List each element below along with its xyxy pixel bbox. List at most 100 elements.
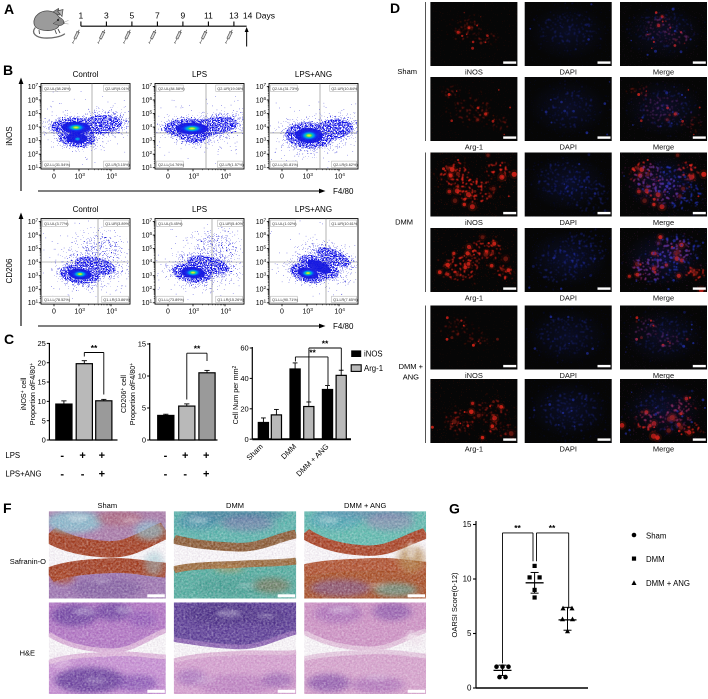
svg-text:-: - <box>183 469 187 481</box>
svg-text:Q2-UR(10.84%): Q2-UR(10.84%) <box>331 87 359 91</box>
svg-text:Sham: Sham <box>397 67 417 76</box>
svg-text:5: 5 <box>42 416 46 425</box>
svg-text:106: 106 <box>28 96 39 105</box>
svg-text:104: 104 <box>221 307 232 316</box>
svg-text:iNOS: iNOS <box>5 126 14 145</box>
svg-text:105: 105 <box>256 109 267 118</box>
svg-text:LPS: LPS <box>192 70 207 79</box>
svg-text:A: A <box>4 1 14 17</box>
svg-text:Proportion ofF4/80+: Proportion ofF4/80+ <box>28 363 37 426</box>
svg-text:Cell Num per mm2: Cell Num per mm2 <box>231 365 240 424</box>
svg-text:Control: Control <box>73 70 99 79</box>
svg-text:11: 11 <box>204 11 213 21</box>
svg-text:Sham: Sham <box>245 442 265 462</box>
svg-text:Q2-LL(31.54%): Q2-LL(31.54%) <box>44 163 71 167</box>
svg-text:Q2-LL(14.76%): Q2-LL(14.76%) <box>158 163 185 167</box>
svg-text:104: 104 <box>256 123 267 132</box>
svg-text:9: 9 <box>181 11 186 21</box>
svg-text:0: 0 <box>280 309 284 316</box>
svg-text:F4/80: F4/80 <box>333 322 354 331</box>
svg-text:Q1-LR(13.86%): Q1-LR(13.86%) <box>103 298 130 302</box>
svg-text:+: + <box>182 450 188 462</box>
svg-text:106: 106 <box>28 231 39 240</box>
svg-text:OARSI Score(0-12): OARSI Score(0-12) <box>450 572 459 638</box>
svg-text:106: 106 <box>256 231 267 240</box>
svg-text:C: C <box>4 331 14 347</box>
svg-text:5: 5 <box>130 11 135 21</box>
svg-text:Arg-1: Arg-1 <box>465 143 483 152</box>
svg-text:Q1-UR(10.61%): Q1-UR(10.61%) <box>331 222 359 226</box>
svg-text:LPS+ANG: LPS+ANG <box>295 70 332 79</box>
svg-text:103: 103 <box>142 272 153 281</box>
svg-text:iNOS: iNOS <box>465 371 483 380</box>
svg-text:15: 15 <box>37 378 45 387</box>
svg-text:107: 107 <box>142 82 153 91</box>
svg-text:+: + <box>203 469 209 481</box>
svg-text:H&E: H&E <box>20 649 35 658</box>
svg-text:-: - <box>81 469 85 481</box>
svg-text:iNOS+ cell: iNOS+ cell <box>19 377 28 410</box>
svg-text:103: 103 <box>75 172 86 181</box>
svg-text:Days: Days <box>256 11 275 21</box>
svg-text:102: 102 <box>142 285 153 294</box>
svg-text:**: ** <box>322 338 329 348</box>
svg-text:**: ** <box>309 347 316 357</box>
svg-text:LPS: LPS <box>5 451 20 460</box>
svg-text:0: 0 <box>280 174 284 181</box>
svg-text:101: 101 <box>256 299 267 308</box>
svg-text:LPS+ANG: LPS+ANG <box>5 470 41 479</box>
svg-text:Q1-LR(7.65%): Q1-LR(7.65%) <box>333 298 358 302</box>
svg-text:20: 20 <box>37 358 45 367</box>
svg-text:DAPI: DAPI <box>559 294 577 303</box>
svg-text:+: + <box>99 469 105 481</box>
svg-text:DMM +: DMM + <box>399 362 424 371</box>
svg-text:DAPI: DAPI <box>559 371 577 380</box>
svg-text:106: 106 <box>142 231 153 240</box>
svg-text:13: 13 <box>229 11 239 21</box>
svg-text:101: 101 <box>256 164 267 173</box>
svg-text:105: 105 <box>28 109 39 118</box>
svg-text:+: + <box>203 450 209 462</box>
svg-text:Q2-UL(84.58%): Q2-UL(84.58%) <box>158 87 185 91</box>
svg-text:1: 1 <box>79 11 84 21</box>
svg-text:14: 14 <box>243 11 253 21</box>
svg-text:Q2-UR(19.08%): Q2-UR(19.08%) <box>217 87 245 91</box>
svg-text:Q1-UR(5.40%): Q1-UR(5.40%) <box>219 222 245 226</box>
svg-text:105: 105 <box>142 244 153 253</box>
svg-text:104: 104 <box>142 258 153 267</box>
svg-text:Arg-1: Arg-1 <box>465 294 483 303</box>
svg-text:106: 106 <box>142 96 153 105</box>
svg-text:0: 0 <box>42 436 46 445</box>
svg-text:Q2-UL(58.28%): Q2-UL(58.28%) <box>44 87 71 91</box>
svg-text:0: 0 <box>166 174 170 181</box>
svg-text:0: 0 <box>52 174 56 181</box>
svg-text:103: 103 <box>303 172 314 181</box>
svg-text:Safranin-O: Safranin-O <box>10 557 46 566</box>
svg-text:Q2-LR(3.15%): Q2-LR(3.15%) <box>105 163 130 167</box>
svg-text:F: F <box>3 500 12 516</box>
svg-text:104: 104 <box>107 172 118 181</box>
svg-text:107: 107 <box>142 217 153 226</box>
svg-text:Q1-UR(3.89%): Q1-UR(3.89%) <box>105 222 131 226</box>
svg-text:Q1-LL(78.52%): Q1-LL(78.52%) <box>44 298 71 302</box>
svg-text:CD206+ cell: CD206+ cell <box>119 375 128 413</box>
svg-text:0: 0 <box>467 684 472 693</box>
svg-text:0: 0 <box>52 309 56 316</box>
svg-text:+: + <box>99 450 105 462</box>
svg-text:DMM: DMM <box>279 442 298 461</box>
svg-text:Q1-LL(90.71%): Q1-LL(90.71%) <box>272 298 299 302</box>
svg-text:107: 107 <box>28 217 39 226</box>
svg-text:Control: Control <box>73 205 99 214</box>
svg-text:-: - <box>164 469 168 481</box>
svg-text:15: 15 <box>138 340 146 349</box>
svg-text:102: 102 <box>28 285 39 294</box>
svg-text:G: G <box>449 501 460 517</box>
svg-text:DMM + ANG: DMM + ANG <box>344 501 386 510</box>
svg-text:Merge: Merge <box>653 143 674 152</box>
svg-text:Arg-1: Arg-1 <box>364 364 383 373</box>
svg-text:0: 0 <box>142 436 146 445</box>
svg-text:104: 104 <box>335 307 346 316</box>
svg-text:Q1-LR(15.26%): Q1-LR(15.26%) <box>217 298 244 302</box>
svg-text:104: 104 <box>256 258 267 267</box>
svg-text:Arg-1: Arg-1 <box>465 445 483 454</box>
